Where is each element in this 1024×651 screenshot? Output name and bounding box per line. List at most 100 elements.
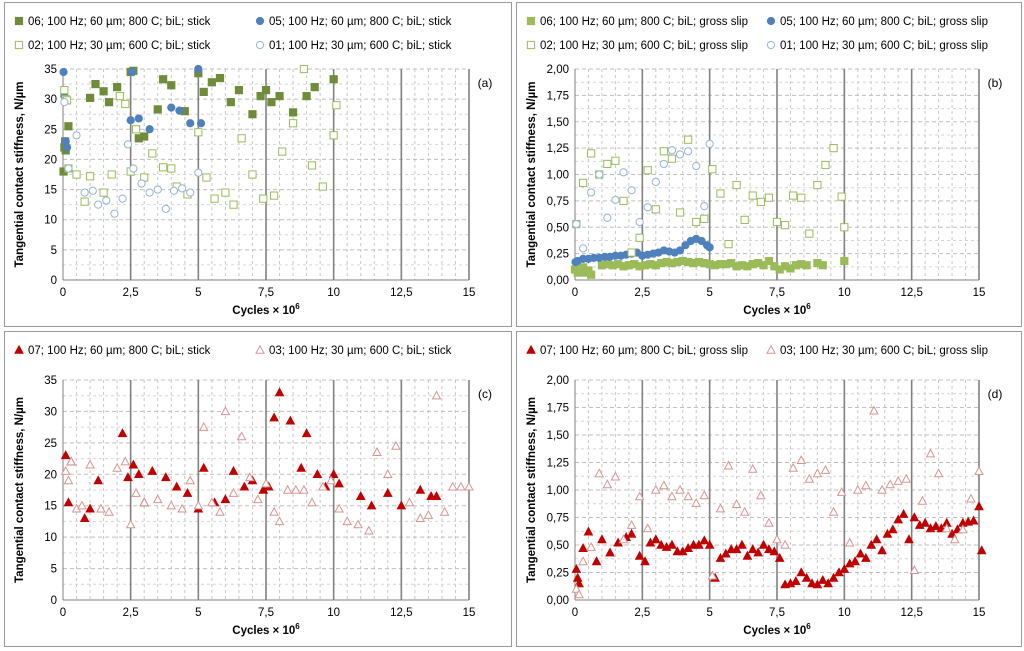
data-point <box>571 563 582 573</box>
legend-label: 05; 100 Hz; 60 µm; 800 C; biL; gross sli… <box>780 16 988 28</box>
data-point <box>801 572 812 582</box>
data-point <box>334 503 344 513</box>
y-tick-label: 0,25 <box>547 568 569 580</box>
data-point <box>128 459 139 469</box>
data-point <box>756 197 765 207</box>
series <box>571 405 984 599</box>
data-point <box>619 168 628 177</box>
data-point <box>861 552 871 562</box>
data-point <box>739 506 750 516</box>
data-point <box>850 556 860 566</box>
x-tick-label: 15 <box>973 287 986 299</box>
data-point <box>694 539 704 549</box>
data-point <box>167 81 176 90</box>
data-point <box>747 544 758 554</box>
data-point <box>699 490 710 500</box>
y-tick-label: 1,25 <box>547 458 569 470</box>
data-point <box>274 516 285 526</box>
data-point <box>123 140 133 149</box>
data-point <box>748 191 757 200</box>
data-point <box>642 523 653 533</box>
data-point <box>587 270 596 279</box>
data-point <box>823 578 834 588</box>
data-point <box>759 261 768 270</box>
data-point <box>723 460 734 470</box>
x-tick-label: 0 <box>60 287 66 299</box>
data-point <box>80 197 89 206</box>
y-tick-label: 0 <box>51 595 57 607</box>
data-point <box>852 484 863 494</box>
y-tick-label: 1,50 <box>547 117 569 129</box>
legend-marker <box>526 40 536 50</box>
data-point <box>85 93 95 103</box>
data-point <box>215 506 225 516</box>
legend-marker <box>255 344 265 354</box>
panel-label: (a) <box>478 76 493 90</box>
data-point <box>220 494 231 504</box>
data-point <box>675 208 685 217</box>
data-point <box>123 472 133 482</box>
data-point <box>855 548 866 558</box>
series <box>60 64 341 209</box>
y-tick-label: 1,75 <box>547 90 569 102</box>
data-point <box>102 196 111 205</box>
legend: 07; 100 Hz; 60 µm; 800 C; biL; gross sli… <box>526 344 988 357</box>
data-point <box>256 92 265 101</box>
data-point <box>404 497 415 507</box>
data-point <box>121 99 130 109</box>
data-point <box>127 67 137 77</box>
data-point <box>700 202 709 211</box>
data-point <box>595 170 604 179</box>
y-tick-label: 1,50 <box>547 430 569 442</box>
data-point <box>737 539 747 549</box>
y-tick-label: 20 <box>44 469 57 481</box>
data-point <box>871 534 882 544</box>
data-point <box>931 521 941 530</box>
data-point <box>175 106 184 115</box>
data-point <box>692 217 701 227</box>
x-axis-label-exponent: 6 <box>806 622 811 631</box>
data-point <box>708 165 717 174</box>
legend-marker <box>766 344 776 354</box>
data-point <box>587 149 596 158</box>
data-point <box>829 144 838 153</box>
legend-label: 01; 100 Hz; 30 µm; 600 C; biL; gross sli… <box>780 40 988 52</box>
data-point <box>107 170 116 179</box>
x-tick-label: 2,5 <box>634 607 650 619</box>
data-point <box>764 544 774 554</box>
data-point <box>275 92 284 101</box>
data-point <box>578 556 588 566</box>
data-point <box>700 214 709 223</box>
data-point <box>329 75 338 84</box>
data-point <box>675 246 685 255</box>
x-tick-label: 12,5 <box>390 607 412 619</box>
data-point <box>747 463 758 473</box>
data-point <box>129 164 138 173</box>
data-point <box>893 514 904 524</box>
legend-marker <box>14 40 24 50</box>
data-point <box>805 229 814 238</box>
data-point <box>115 92 124 101</box>
data-point <box>72 131 81 140</box>
y-tick-label: 0,00 <box>547 275 569 287</box>
x-axis-label: Cycles × 106 <box>232 622 300 637</box>
data-point <box>85 503 95 513</box>
data-point <box>976 545 987 555</box>
data-point <box>611 156 620 165</box>
data-point <box>656 539 667 549</box>
data-point <box>574 578 584 588</box>
data-point <box>731 544 742 554</box>
data-point <box>574 589 584 599</box>
y-tick-label: 25 <box>44 124 57 136</box>
data-point <box>145 188 154 197</box>
data-point <box>909 512 920 522</box>
data-point <box>290 484 301 494</box>
data-point <box>207 78 216 87</box>
legend-marker <box>766 40 776 50</box>
data-point <box>742 550 753 560</box>
data-point <box>627 248 636 257</box>
data-point <box>167 164 176 173</box>
x-tick-label: 7,5 <box>769 607 785 619</box>
x-tick-label: 15 <box>973 607 986 619</box>
y-tick-label: 1,00 <box>547 485 569 497</box>
